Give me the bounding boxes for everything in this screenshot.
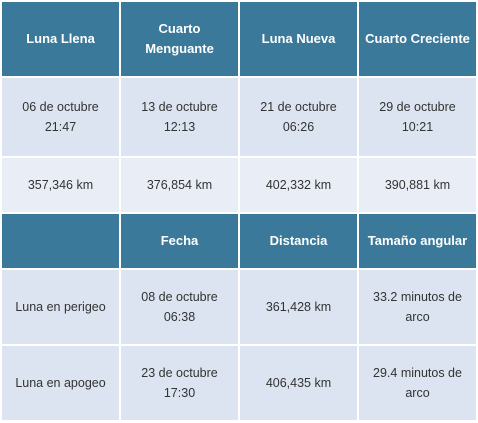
perigee-row: Luna en perigeo 08 de octubre 06:38 361,4… <box>2 270 476 344</box>
distance-luna-llena: 357,346 km <box>2 158 119 212</box>
perigee-distance: 361,428 km <box>240 270 357 344</box>
header-tamano-angular: Tamaño angular <box>359 214 476 268</box>
apogee-distance: 406,435 km <box>240 346 357 420</box>
phases-dates-row: 06 de octubre 21:47 13 de octubre 12:13 21… <box>2 78 476 156</box>
time-text: 06:38 <box>163 310 196 324</box>
date-text: 13 de octubre <box>141 100 218 114</box>
date-text: 29 de octubre <box>379 100 456 114</box>
header-fecha: Fecha <box>121 214 238 268</box>
apogee-row: Luna en apogeo 23 de octubre 17:30 406,43… <box>2 346 476 420</box>
date-text: 21 de octubre <box>260 100 337 114</box>
date-text: 08 de octubre <box>141 290 218 304</box>
size-unit: arco <box>405 386 430 400</box>
distance-cuarto-menguante: 376,854 km <box>121 158 238 212</box>
apogee-date: 23 de octubre 17:30 <box>121 346 238 420</box>
date-cuarto-creciente: 29 de octubre 10:21 <box>359 78 476 156</box>
perigee-label: Luna en perigeo <box>2 270 119 344</box>
apogee-angular-size: 29.4 minutos de arco <box>359 346 476 420</box>
date-luna-llena: 06 de octubre 21:47 <box>2 78 119 156</box>
apogee-label: Luna en apogeo <box>2 346 119 420</box>
size-unit: arco <box>405 310 430 324</box>
time-text: 12:13 <box>163 120 196 134</box>
header-cuarto-menguante: Cuarto Menguante <box>121 2 238 76</box>
size-text: 33.2 minutos de <box>373 290 462 304</box>
time-text: 17:30 <box>163 386 196 400</box>
distance-luna-nueva: 402,332 km <box>240 158 357 212</box>
phases-header-row: Luna Llena Cuarto Menguante Luna Nueva C… <box>2 2 476 76</box>
time-text: 10:21 <box>401 120 434 134</box>
phases-distance-row: 357,346 km 376,854 km 402,332 km 390,881… <box>2 158 476 212</box>
header-luna-nueva: Luna Nueva <box>240 2 357 76</box>
header-blank <box>2 214 119 268</box>
date-text: 06 de octubre <box>22 100 99 114</box>
date-cuarto-menguante: 13 de octubre 12:13 <box>121 78 238 156</box>
date-text: 23 de octubre <box>141 366 218 380</box>
apsides-header-row: Fecha Distancia Tamaño angular <box>2 214 476 268</box>
perigee-angular-size: 33.2 minutos de arco <box>359 270 476 344</box>
header-cuarto-creciente: Cuarto Creciente <box>359 2 476 76</box>
size-text: 29.4 minutos de <box>373 366 462 380</box>
time-text: 06:26 <box>282 120 315 134</box>
header-distancia: Distancia <box>240 214 357 268</box>
time-text: 21:47 <box>44 120 77 134</box>
perigee-date: 08 de octubre 06:38 <box>121 270 238 344</box>
distance-cuarto-creciente: 390,881 km <box>359 158 476 212</box>
date-luna-nueva: 21 de octubre 06:26 <box>240 78 357 156</box>
header-luna-llena: Luna Llena <box>2 2 119 76</box>
